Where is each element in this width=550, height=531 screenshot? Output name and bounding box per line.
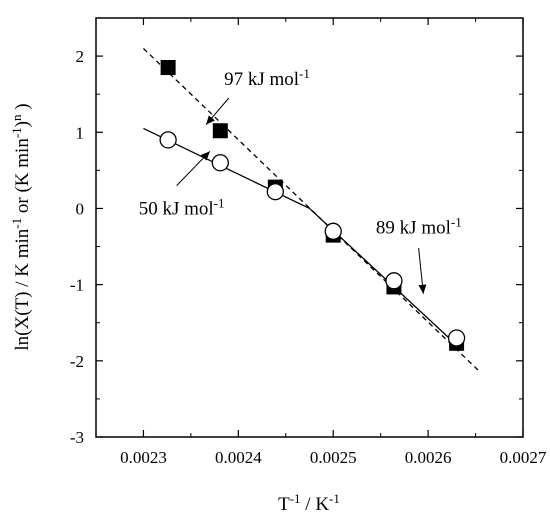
- x-tick-label: 0.0026: [405, 448, 452, 467]
- axis-ticks: [95, 17, 524, 438]
- y-tick-label: -2: [70, 352, 84, 371]
- annotation-label: 89 kJ mol-1: [376, 214, 462, 239]
- annotation-arrow: [176, 150, 211, 186]
- square-marker: [160, 60, 176, 76]
- annotation-arrow: [205, 97, 230, 125]
- circle-marker: [211, 154, 229, 172]
- square-marker: [212, 123, 228, 139]
- circle-marker: [385, 272, 403, 290]
- annotation-label: 50 kJ mol-1: [139, 195, 225, 220]
- y-tick-label: -3: [70, 428, 84, 447]
- y-tick-label: 0: [76, 199, 85, 218]
- circle-marker: [266, 183, 284, 201]
- fit-line-dashed: [142, 48, 481, 373]
- annotations: 97 kJ mol-1 50 kJ mol-1 89 kJ mol-1: [139, 65, 462, 294]
- y-axis-title: ln(X(T) / K min-1 or (K min-1)n ): [9, 103, 34, 350]
- x-axis-title: T-1 / K-1: [278, 491, 340, 516]
- circle-marker: [159, 131, 177, 149]
- y-tick-label: 1: [76, 123, 85, 142]
- plot-frame: [95, 17, 524, 438]
- x-tick-label: 0.0027: [500, 448, 547, 467]
- y-tick-label: -1: [70, 276, 84, 295]
- annotation-arrow: [418, 248, 427, 294]
- circle-marker: [447, 329, 466, 347]
- x-tick-label: 0.0024: [215, 448, 262, 467]
- y-tick-label: 2: [76, 47, 85, 66]
- x-tick-label: 0.0023: [120, 448, 167, 467]
- data-points: [159, 60, 466, 351]
- y-tick-labels: -3 -2 -1 0 1 2: [70, 47, 84, 447]
- x-tick-labels: 0.0023 0.0024 0.0025 0.0026 0.0027: [120, 448, 547, 467]
- circle-marker: [324, 222, 342, 240]
- x-tick-label: 0.0025: [310, 448, 357, 467]
- annotation-label: 97 kJ mol-1: [224, 65, 310, 90]
